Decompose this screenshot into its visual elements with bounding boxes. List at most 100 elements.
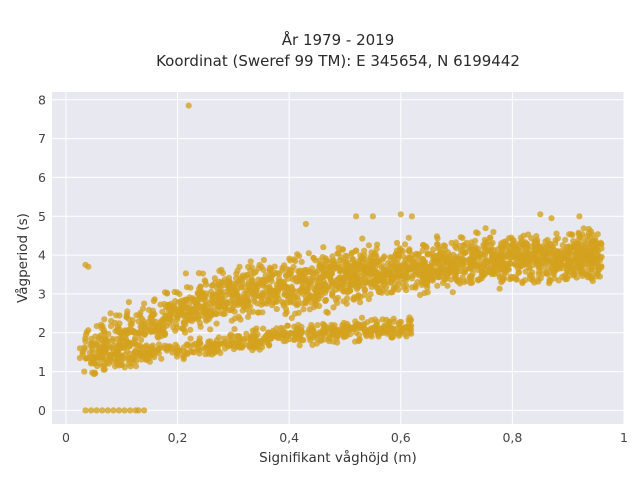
scatter-point [196, 338, 203, 345]
scatter-point [194, 305, 201, 312]
scatter-point [314, 284, 322, 291]
scatter-point [190, 309, 197, 316]
scatter-point [328, 284, 335, 291]
scatter-point [314, 322, 321, 329]
scatter-point [424, 250, 431, 257]
scatter-point [144, 346, 151, 353]
scatter-point [584, 274, 591, 281]
scatter-point [150, 312, 157, 319]
scatter-point [587, 260, 594, 267]
scatter-point [290, 293, 297, 300]
y-tick-label: 7 [38, 131, 46, 146]
scatter-point [374, 271, 381, 278]
scatter-point [107, 310, 114, 317]
scatter-point [187, 326, 194, 333]
scatter-point [263, 290, 270, 297]
scatter-point [273, 298, 280, 305]
scatter-point [316, 257, 323, 264]
scatter-point [323, 308, 330, 315]
scatter-point [180, 344, 187, 351]
scatter-point [294, 297, 302, 304]
scatter-point [531, 238, 538, 245]
scatter-point [323, 272, 330, 279]
scatter-point [318, 333, 325, 340]
scatter-point [575, 241, 582, 249]
scatter-point [299, 337, 306, 344]
scatter-point [127, 407, 134, 414]
scatter-point [183, 312, 190, 319]
scatter-point [125, 299, 132, 306]
scatter-point [393, 239, 401, 247]
scatter-point [532, 255, 539, 262]
scatter-point [321, 281, 329, 288]
scatter-point [435, 245, 442, 252]
scatter-point [154, 346, 161, 354]
scatter-point [476, 275, 483, 283]
scatter-point [419, 247, 426, 254]
scatter-point [416, 261, 423, 269]
scatter-point [504, 265, 511, 272]
scatter-point [330, 327, 337, 334]
scatter-point [430, 269, 437, 276]
scatter-point [353, 266, 360, 273]
scatter-point [88, 407, 95, 414]
scatter-point [336, 274, 343, 281]
scatter-point [184, 349, 191, 356]
scatter-point [452, 243, 459, 250]
scatter-point [251, 295, 258, 302]
scatter-point [230, 346, 237, 353]
scatter-point [568, 264, 575, 271]
scatter-point [114, 349, 121, 356]
scatter-point [217, 349, 224, 357]
scatter-point [548, 266, 556, 273]
scatter-point [180, 356, 187, 363]
scatter-point [585, 229, 593, 236]
scatter-point [222, 305, 229, 312]
scatter-point [361, 247, 368, 254]
scatter-point [105, 330, 112, 338]
scatter-point [298, 258, 305, 265]
scatter-point [417, 291, 424, 299]
scatter-point [361, 291, 368, 298]
scatter-point [593, 245, 600, 252]
scatter-point [236, 299, 243, 306]
scatter-point [132, 335, 139, 342]
scatter-point [299, 300, 307, 307]
scatter-point [587, 248, 594, 255]
scatter-point [552, 240, 559, 247]
scatter-point [374, 284, 381, 291]
scatter-point [472, 243, 479, 250]
scatter-point [353, 213, 360, 220]
scatter-point [186, 301, 193, 308]
scatter-point [237, 316, 244, 323]
scatter-point [300, 306, 307, 313]
y-axis-ticks: 0 1 2 3 4 5 6 7 8 [38, 92, 46, 418]
scatter-point [291, 323, 298, 330]
scatter-point [538, 264, 545, 271]
scatter-point [280, 300, 287, 307]
scatter-point [514, 243, 521, 250]
scatter-point [123, 331, 130, 338]
scatter-point [157, 301, 164, 308]
scatter-point [330, 266, 337, 273]
scatter-point [510, 274, 517, 281]
scatter-point [221, 335, 228, 342]
scatter-point [359, 253, 366, 260]
scatter-point [526, 263, 533, 271]
scatter-point [570, 272, 578, 279]
scatter-point [310, 255, 317, 262]
scatter-point [497, 260, 504, 267]
scatter-point [163, 289, 171, 296]
scatter-point [533, 233, 540, 240]
scatter-point [225, 281, 232, 288]
scatter-point [161, 345, 168, 352]
scatter-point [340, 298, 347, 305]
scatter-point [392, 263, 399, 271]
scatter-point [93, 407, 100, 414]
scatter-point [356, 260, 363, 267]
scatter-point [344, 253, 351, 260]
scatter-point [490, 256, 497, 263]
scatter-point [196, 289, 203, 296]
scatter-point [308, 299, 315, 306]
y-tick-label: 5 [38, 209, 46, 224]
